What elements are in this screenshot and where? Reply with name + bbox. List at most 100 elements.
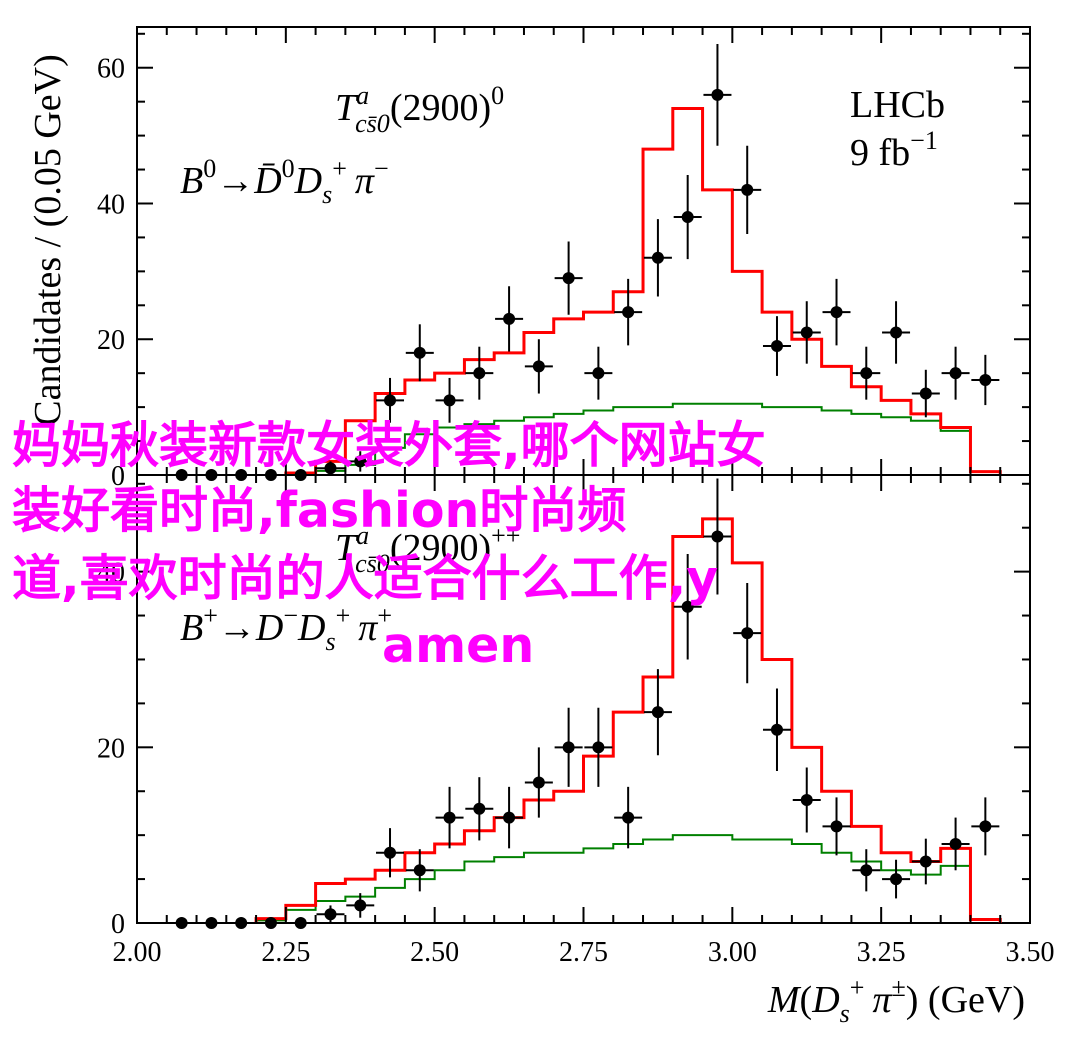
marker [413, 346, 426, 359]
marker [651, 706, 664, 719]
bottom-data-point [822, 797, 851, 856]
marker [949, 367, 962, 380]
top-data-point [822, 278, 851, 346]
bottom-data-point [614, 786, 643, 849]
overlay-line-4: amen [382, 617, 534, 674]
marker [651, 251, 664, 264]
top-data-point [792, 301, 821, 364]
x-tick-label: 3.50 [1006, 937, 1055, 968]
bottom-data-point [495, 786, 524, 849]
top-background-curve [284, 402, 1002, 475]
bottom-background-curve [255, 834, 1002, 923]
marker [473, 367, 486, 380]
marker [770, 340, 783, 353]
x-tick-label: 3.25 [857, 937, 906, 968]
marker [711, 530, 724, 543]
y-tick-label: 40 [97, 189, 125, 220]
top-state-label: Ta cs̄0(2900)0 [335, 81, 504, 138]
marker [592, 367, 605, 380]
top-data-point [643, 219, 672, 297]
bottom-data-point [316, 905, 345, 923]
marker [860, 367, 873, 380]
y-tick-label: 20 [97, 325, 125, 356]
top-data-point [465, 346, 494, 400]
top-axes: 0 20 40 60 [97, 27, 1031, 492]
top-data-point [405, 324, 434, 382]
top-data-point [673, 174, 702, 260]
overlay-line-1: 妈妈秋装新款女装外套,哪个网站女 [12, 417, 766, 474]
top-data-point [852, 346, 881, 400]
marker [562, 272, 575, 285]
x-tick-label: 3.00 [708, 937, 757, 968]
top-data-point [376, 377, 405, 423]
top-data-point [346, 451, 375, 472]
marker [473, 802, 486, 815]
bottom-data-point [882, 859, 911, 899]
marker [800, 794, 813, 807]
marker [830, 820, 843, 833]
marker [979, 820, 992, 833]
bottom-data-point [673, 554, 702, 660]
top-data-point [882, 301, 911, 364]
bottom-data-point [524, 747, 553, 818]
bottom-fit-histogram [254, 517, 1002, 923]
overlay-text: 妈妈秋装新款女装外套,哪个网站女 装好看时尚,fashion时尚频 道,喜欢时尚… [12, 417, 766, 674]
marker [354, 899, 367, 912]
bottom-data-point [911, 838, 940, 885]
marker [949, 837, 962, 850]
marker [354, 455, 367, 468]
marker [532, 776, 545, 789]
marker [532, 360, 545, 373]
top-data-point [941, 346, 970, 400]
bottom-data-point [256, 917, 285, 929]
top-data-point [524, 339, 553, 394]
top-data-point [495, 286, 524, 352]
marker [443, 394, 456, 407]
top-data-point [703, 43, 732, 146]
bottom-data-point [941, 817, 970, 871]
bottom-data-point [971, 797, 1000, 856]
top-data-point [584, 346, 613, 400]
marker [503, 811, 516, 824]
bottom-fit-curve [254, 517, 1002, 923]
marker [860, 864, 873, 877]
y-axis-title: Candidates / (0.05 GeV) [27, 54, 69, 425]
marker [622, 811, 635, 824]
top-data-point [316, 461, 345, 475]
marker [324, 908, 337, 921]
x-axis-title: M(Ds+ π±) (GeV) [767, 973, 1025, 1028]
marker [979, 373, 992, 386]
overlay-line-3: 道,喜欢时尚的人适合什么工作,y [12, 550, 718, 607]
bottom-data-point [346, 893, 375, 918]
bottom-axes: 0 20 40 2.00 2.25 2.50 2.75 3.00 3.25 3.50 [97, 475, 1055, 968]
marker [770, 723, 783, 736]
top-data-point [762, 316, 791, 376]
overlay-line-2: 装好看时尚,fashion时尚频 [12, 482, 626, 539]
y-tick-label: 0 [111, 461, 125, 492]
marker [741, 183, 754, 196]
bottom-data-point [554, 707, 583, 787]
marker [503, 312, 516, 325]
marker [919, 387, 932, 400]
x-tick-label: 2.50 [410, 937, 459, 968]
marker [294, 917, 307, 929]
bottom-data-point [435, 786, 464, 849]
marker [830, 306, 843, 319]
bottom-decay-label: B+→D−Ds+ π+ [180, 601, 392, 656]
top-data-point [911, 369, 940, 418]
bottom-data-point [465, 777, 494, 841]
bottom-data-point [286, 917, 315, 929]
bottom-state-label: Ta cs̄0(2900)++ [335, 521, 520, 578]
top-data-point [554, 241, 583, 315]
bottom-data-point [584, 707, 613, 787]
marker [235, 917, 248, 929]
x-tick-label: 2.00 [113, 937, 162, 968]
marker [622, 306, 635, 319]
top-fit-histogram [284, 106, 1002, 475]
bottom-data-point [792, 767, 821, 833]
y-tick-label: 60 [97, 54, 125, 85]
bottom-data-point [197, 917, 226, 929]
bottom-data-point [643, 669, 672, 756]
top-data-point [971, 354, 1000, 406]
marker [890, 326, 903, 339]
